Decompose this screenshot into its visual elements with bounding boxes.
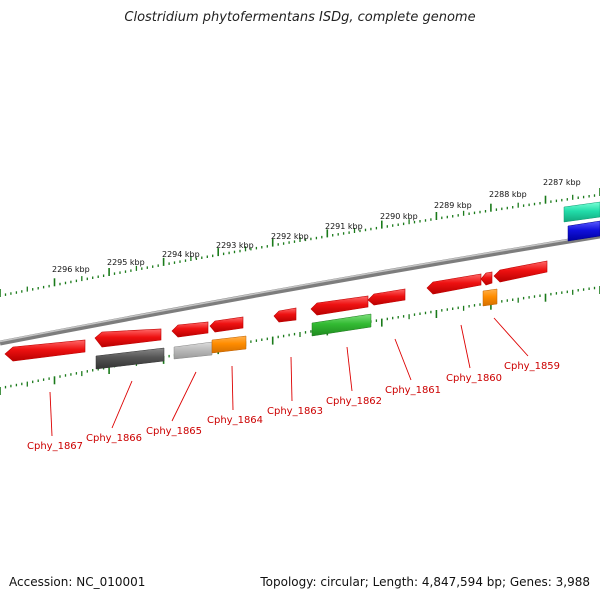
gene-feature-cphy-1864[interactable] [209, 316, 244, 333]
leader-cphy-1864 [231, 365, 234, 411]
gene-label-cphy-1863[interactable]: Cphy_1863 [267, 406, 323, 417]
ruler-label-2293: 2293 kbp [216, 241, 254, 250]
leader-cphy-1860 [460, 324, 471, 369]
leader-cphy-1863 [290, 356, 293, 402]
leader-cphy-1865 [171, 371, 197, 422]
ruler-label-2292: 2292 kbp [271, 232, 309, 241]
gene-feature-cphy-1861[interactable] [367, 288, 406, 306]
gene-feature-cphy-1860[interactable] [426, 273, 482, 295]
gene-feature-cphy-1862[interactable] [310, 295, 369, 316]
gene-label-cphy-1864[interactable]: Cphy_1864 [207, 415, 263, 426]
ruler-label-2291: 2291 kbp [325, 222, 363, 231]
ruler-label-2288: 2288 kbp [489, 190, 527, 199]
accession-text: Accession: NC_010001 [9, 575, 146, 589]
gene-label-cphy-1862[interactable]: Cphy_1862 [326, 396, 382, 407]
ruler-label-2294: 2294 kbp [162, 250, 200, 259]
gene-label-cphy-1861[interactable]: Cphy_1861 [385, 385, 441, 396]
gene-label-cphy-1859[interactable]: Cphy_1859 [504, 361, 560, 372]
gene-feature-cphy-1859[interactable] [493, 260, 548, 283]
leader-cphy-1866 [111, 380, 133, 429]
leader-lines [49, 317, 529, 437]
gene-feature-cphy-1863[interactable] [273, 307, 297, 323]
outer-ruler [0, 188, 600, 297]
leader-cphy-1861 [394, 338, 412, 381]
gene-feature-cphy-1866[interactable] [94, 328, 162, 348]
ruler-label-2287: 2287 kbp [543, 178, 581, 187]
feature-teal-bar[interactable] [563, 201, 600, 223]
feature-light-gray-bar[interactable] [173, 341, 213, 360]
gene-feature-small-red[interactable] [480, 271, 493, 286]
gene-label-cphy-1867[interactable]: Cphy_1867 [27, 441, 83, 452]
leader-cphy-1867 [49, 391, 53, 437]
genome-backbone-highlight [0, 233, 600, 343]
ruler-label-2296: 2296 kbp [52, 265, 90, 274]
ruler-label-2295: 2295 kbp [107, 258, 145, 267]
gene-track-reverse [4, 260, 548, 362]
feature-dark-gray-bar[interactable] [95, 347, 165, 370]
gene-label-cphy-1860[interactable]: Cphy_1860 [446, 373, 502, 384]
gene-feature-cphy-1865[interactable] [171, 321, 209, 338]
gene-label-cphy-1866[interactable]: Cphy_1866 [86, 433, 142, 444]
gene-feature-cphy-1867[interactable] [4, 339, 86, 362]
inner-ruler [0, 286, 600, 395]
ruler-label-2290: 2290 kbp [380, 212, 418, 221]
genome-backbone [0, 233, 600, 346]
genome-stats-text: Topology: circular; Length: 4,847,594 bp… [260, 575, 590, 589]
ruler-label-2289: 2289 kbp [434, 201, 472, 210]
gene-labels: Cphy_1867 Cphy_1866 Cphy_1865 Cphy_1864 … [27, 361, 560, 452]
feature-small-orange-bar[interactable] [482, 288, 498, 307]
leader-cphy-1859 [493, 317, 529, 357]
gene-label-cphy-1865[interactable]: Cphy_1865 [146, 426, 202, 437]
leader-cphy-1862 [346, 346, 353, 392]
map-title: Clostridium phytofermentans ISDg, comple… [124, 10, 476, 25]
feature-orange-bar[interactable] [211, 335, 247, 354]
feature-track-secondary [95, 201, 600, 370]
feature-green-bar[interactable] [311, 313, 372, 337]
feature-blue-bar[interactable] [567, 220, 600, 242]
